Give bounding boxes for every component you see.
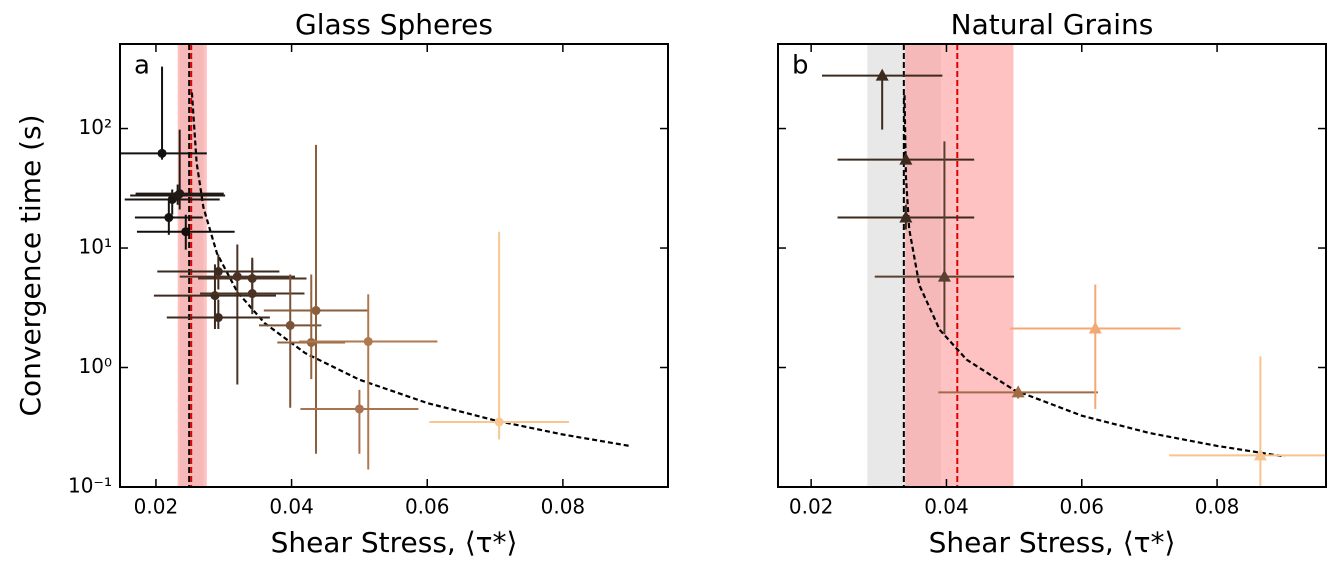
data-point <box>285 320 295 330</box>
y-tick-label: 10⁰ <box>79 354 112 378</box>
data-point <box>899 152 913 165</box>
data-point <box>899 210 913 223</box>
data-point <box>1253 448 1267 461</box>
data-point <box>213 313 223 323</box>
data-point <box>247 289 257 299</box>
panel: 0.02 0.04 0.06 0.08 Natural Grains b Shear Str… <box>777 8 1327 559</box>
x-tick-label: 0.02 <box>789 495 834 519</box>
shaded-band <box>905 44 1014 487</box>
x-axis-label: Shear Stress, ⟨τ*⟩ <box>271 526 518 559</box>
data-point <box>1088 321 1102 334</box>
axes-frame <box>119 43 669 488</box>
data-point <box>354 404 364 414</box>
data-point <box>937 269 951 282</box>
y-tick-label: 10² <box>79 115 112 139</box>
x-tick-label: 0.08 <box>541 495 586 519</box>
data-point <box>232 272 242 282</box>
y-tick-label: 10⁻¹ <box>68 474 112 498</box>
data-point <box>311 306 321 316</box>
data-point <box>363 337 373 347</box>
chart-title: Glass Spheres <box>295 8 493 41</box>
fit-curve <box>190 92 631 448</box>
data-point <box>181 227 191 237</box>
x-tick-label: 0.04 <box>924 495 969 519</box>
x-axis-label: Shear Stress, ⟨τ*⟩ <box>929 526 1176 559</box>
data-point <box>175 189 185 199</box>
fit-curve <box>903 95 1285 458</box>
panel-label: a <box>134 51 150 81</box>
x-tick-label: 0.08 <box>1195 495 1240 519</box>
y-tick-label: 10¹ <box>79 235 112 259</box>
data-point <box>494 417 504 427</box>
data-point <box>875 68 889 81</box>
data-point <box>210 291 220 301</box>
shaded-band <box>177 44 207 487</box>
axes-frame <box>777 43 1327 488</box>
panel-label: b <box>792 51 809 81</box>
x-tick-label: 0.06 <box>1060 495 1105 519</box>
x-tick-label: 0.04 <box>269 495 314 519</box>
plot-area <box>821 44 1326 487</box>
data-point <box>164 213 174 223</box>
data-point <box>1011 385 1025 398</box>
data-point <box>213 267 223 277</box>
y-axis-label: Convergence time (s) <box>14 114 47 416</box>
chart-title: Natural Grains <box>951 8 1154 41</box>
panel: 0.02 0.04 0.06 0.08 10⁻¹ 10⁰ 10¹ 10² Glass Spher… <box>14 8 669 559</box>
x-tick-label: 0.06 <box>405 495 450 519</box>
data-point <box>157 148 167 158</box>
x-tick-label: 0.02 <box>134 495 179 519</box>
plot-area <box>120 44 631 487</box>
